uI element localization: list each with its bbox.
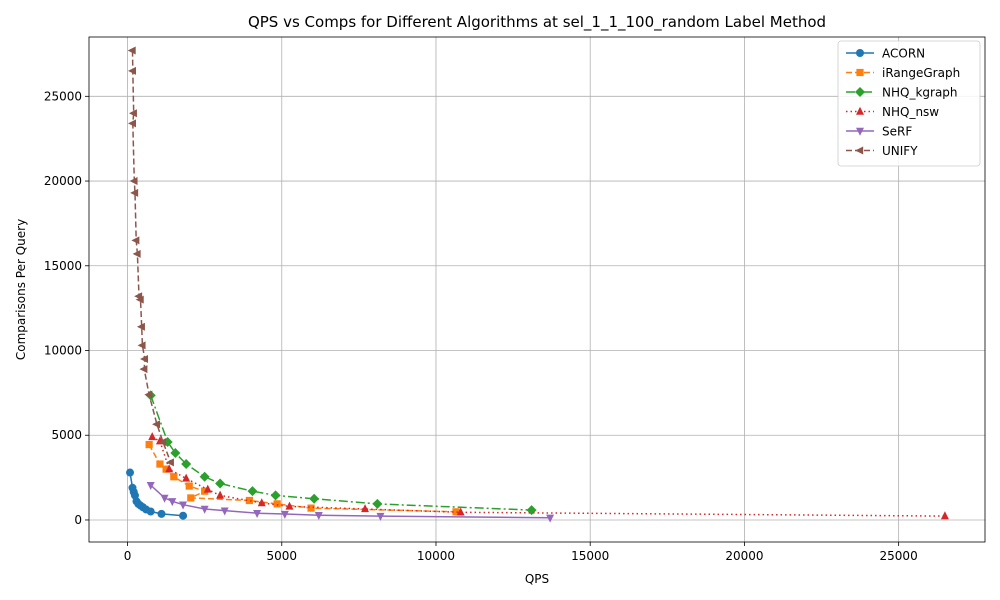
data-point [146,482,155,491]
data-point [376,512,385,521]
data-point [314,512,323,521]
y-axis-label: Comparisons Per Query [14,219,28,360]
grid-lines [89,37,985,542]
legend-marker [856,106,864,115]
data-point [253,509,262,518]
data-point [179,511,188,520]
y-tick-label: 25000 [44,89,82,103]
axis-ticks: 0 5000 10000 15000 20000 25000 0 5000 10000 15000… [44,89,918,563]
data-point [135,295,144,304]
data-point [309,493,320,504]
data-point [165,464,174,473]
data-point [372,498,383,509]
data-point [136,322,145,331]
data-point [145,440,153,449]
data-point [162,465,170,473]
legend-label: UNIFY [882,144,918,158]
data-point [285,501,294,510]
plot-frame [88,36,986,543]
x-axis-label: QPS [525,572,549,586]
y-tick-label: 10000 [44,344,82,358]
legend: ACORN iRangeGraph NHQ_kgraph NHQ_nsw SeRF UNI… [837,40,981,167]
x-tick-label: 20000 [725,549,763,563]
data-point [215,478,226,489]
data-point [128,109,137,118]
data-point [280,510,289,519]
data-point [168,498,177,507]
legend-marker [856,127,864,136]
data-point [139,365,148,374]
data-point [144,390,153,399]
x-tick-label: 25000 [880,549,918,563]
legend-label: NHQ_kgraph [882,86,958,100]
y-tick-label: 0 [74,513,82,527]
data-point [140,354,149,363]
data-point [200,505,209,514]
series-unify [127,46,174,467]
data-point [170,448,181,459]
data-point [203,484,212,493]
series-line [149,395,532,511]
x-tick-label: 15000 [571,549,609,563]
data-point [199,471,210,482]
y-tick-label: 20000 [44,174,82,188]
y-tick-label: 15000 [44,259,82,273]
data-point [245,496,253,505]
legend-label: ACORN [882,47,925,61]
data-point [940,511,949,520]
data-point [160,494,169,503]
data-point [181,459,192,470]
data-point [129,177,138,186]
legend-marker [856,68,864,77]
x-tick-label: 10000 [417,549,455,563]
data-point [361,504,370,513]
legend-label: NHQ_nsw [882,105,939,119]
data-point [170,473,178,481]
data-point [131,236,140,245]
y-tick-label: 5000 [51,428,82,442]
legend-marker [856,49,864,57]
series-serf [146,482,555,523]
data-point [273,500,281,508]
data-point [127,46,136,55]
data-point [307,504,315,512]
chart-title: QPS vs Comps for Different Algorithms at… [248,13,826,32]
data-point [127,119,136,128]
data-point [126,468,135,477]
series-acorn [126,468,188,520]
legend-marker [855,146,864,155]
x-tick-label: 0 [124,549,132,563]
legend-marker [855,87,865,97]
data-point [127,66,136,75]
data-point [257,498,266,507]
series-nhq-nsw [148,432,949,520]
data-point [152,420,161,429]
data-point [165,458,174,467]
data-point [270,490,281,501]
data-point [179,501,188,510]
legend-label: SeRF [882,125,912,139]
data-point [247,486,258,497]
data-point [220,507,229,516]
data-point [146,507,155,516]
data-point [187,494,195,502]
data-point [137,341,146,350]
data-point [132,249,141,258]
data-point [158,438,167,447]
data-point [216,490,225,499]
data-point [148,432,157,441]
data-point [130,188,139,197]
legend-label: iRangeGraph [882,66,960,80]
data-point [546,514,555,523]
series-layer [126,46,949,523]
data-point [185,482,193,490]
data-point [456,507,465,516]
data-point [156,460,164,468]
x-tick-label: 5000 [266,549,297,563]
data-point [157,509,166,518]
data-point [452,508,460,516]
data-point [182,473,191,482]
